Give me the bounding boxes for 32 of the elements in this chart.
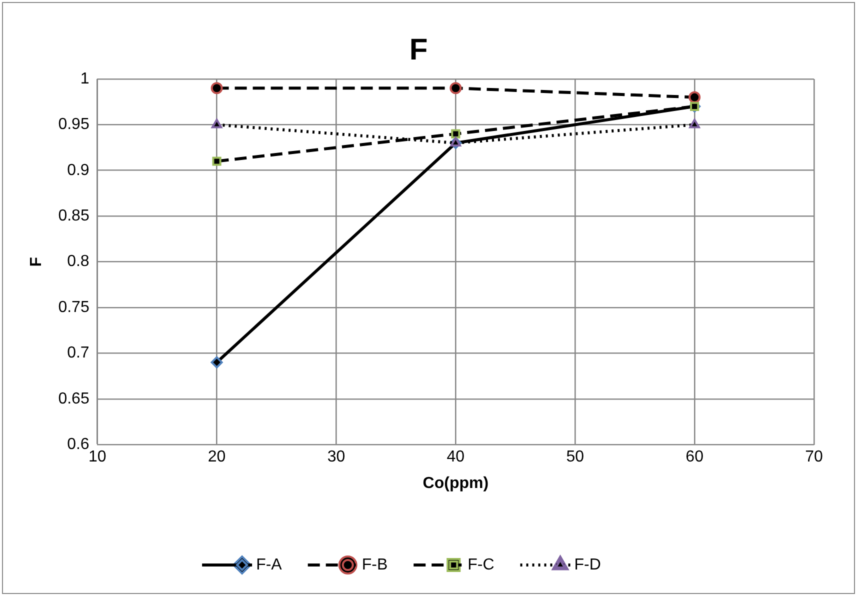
y-tick-label: 0.85: [58, 208, 90, 225]
point: [689, 118, 700, 128]
legend-label: F-C: [468, 556, 494, 574]
legend-label: F-A: [256, 556, 282, 574]
legend-label: F-D: [574, 556, 601, 574]
x-tick-label: 30: [327, 448, 346, 466]
x-tick-label: 50: [566, 448, 584, 466]
point: [210, 82, 223, 94]
point: [688, 91, 701, 104]
chart-title: F: [409, 33, 428, 66]
y-tick-label: 0.65: [58, 390, 90, 408]
y-tick-label: 0.75: [58, 298, 90, 316]
y-tick-label: 0.6: [67, 436, 90, 454]
point: [450, 136, 461, 146]
x-tick-label: 10: [88, 448, 106, 466]
x-tick-label: 20: [208, 448, 226, 466]
y-tick-label: 0.9: [67, 162, 90, 179]
point: [212, 156, 222, 166]
y-axis-title: F: [28, 256, 46, 267]
y-tick-label: 0.7: [67, 344, 90, 362]
x-axis-title: Co(ppm): [422, 474, 489, 492]
y-tick-label: 0.95: [58, 116, 90, 134]
point: [210, 356, 223, 368]
y-tick-label: 0.8: [67, 253, 90, 270]
x-tick-label: 60: [686, 448, 704, 466]
point: [211, 118, 222, 128]
legend-label: F-B: [362, 556, 388, 574]
x-tick-label: 40: [446, 448, 465, 466]
point: [450, 82, 462, 94]
x-tick-label: 70: [805, 448, 823, 466]
point: [451, 129, 460, 138]
y-tick-label: 1: [80, 70, 90, 88]
